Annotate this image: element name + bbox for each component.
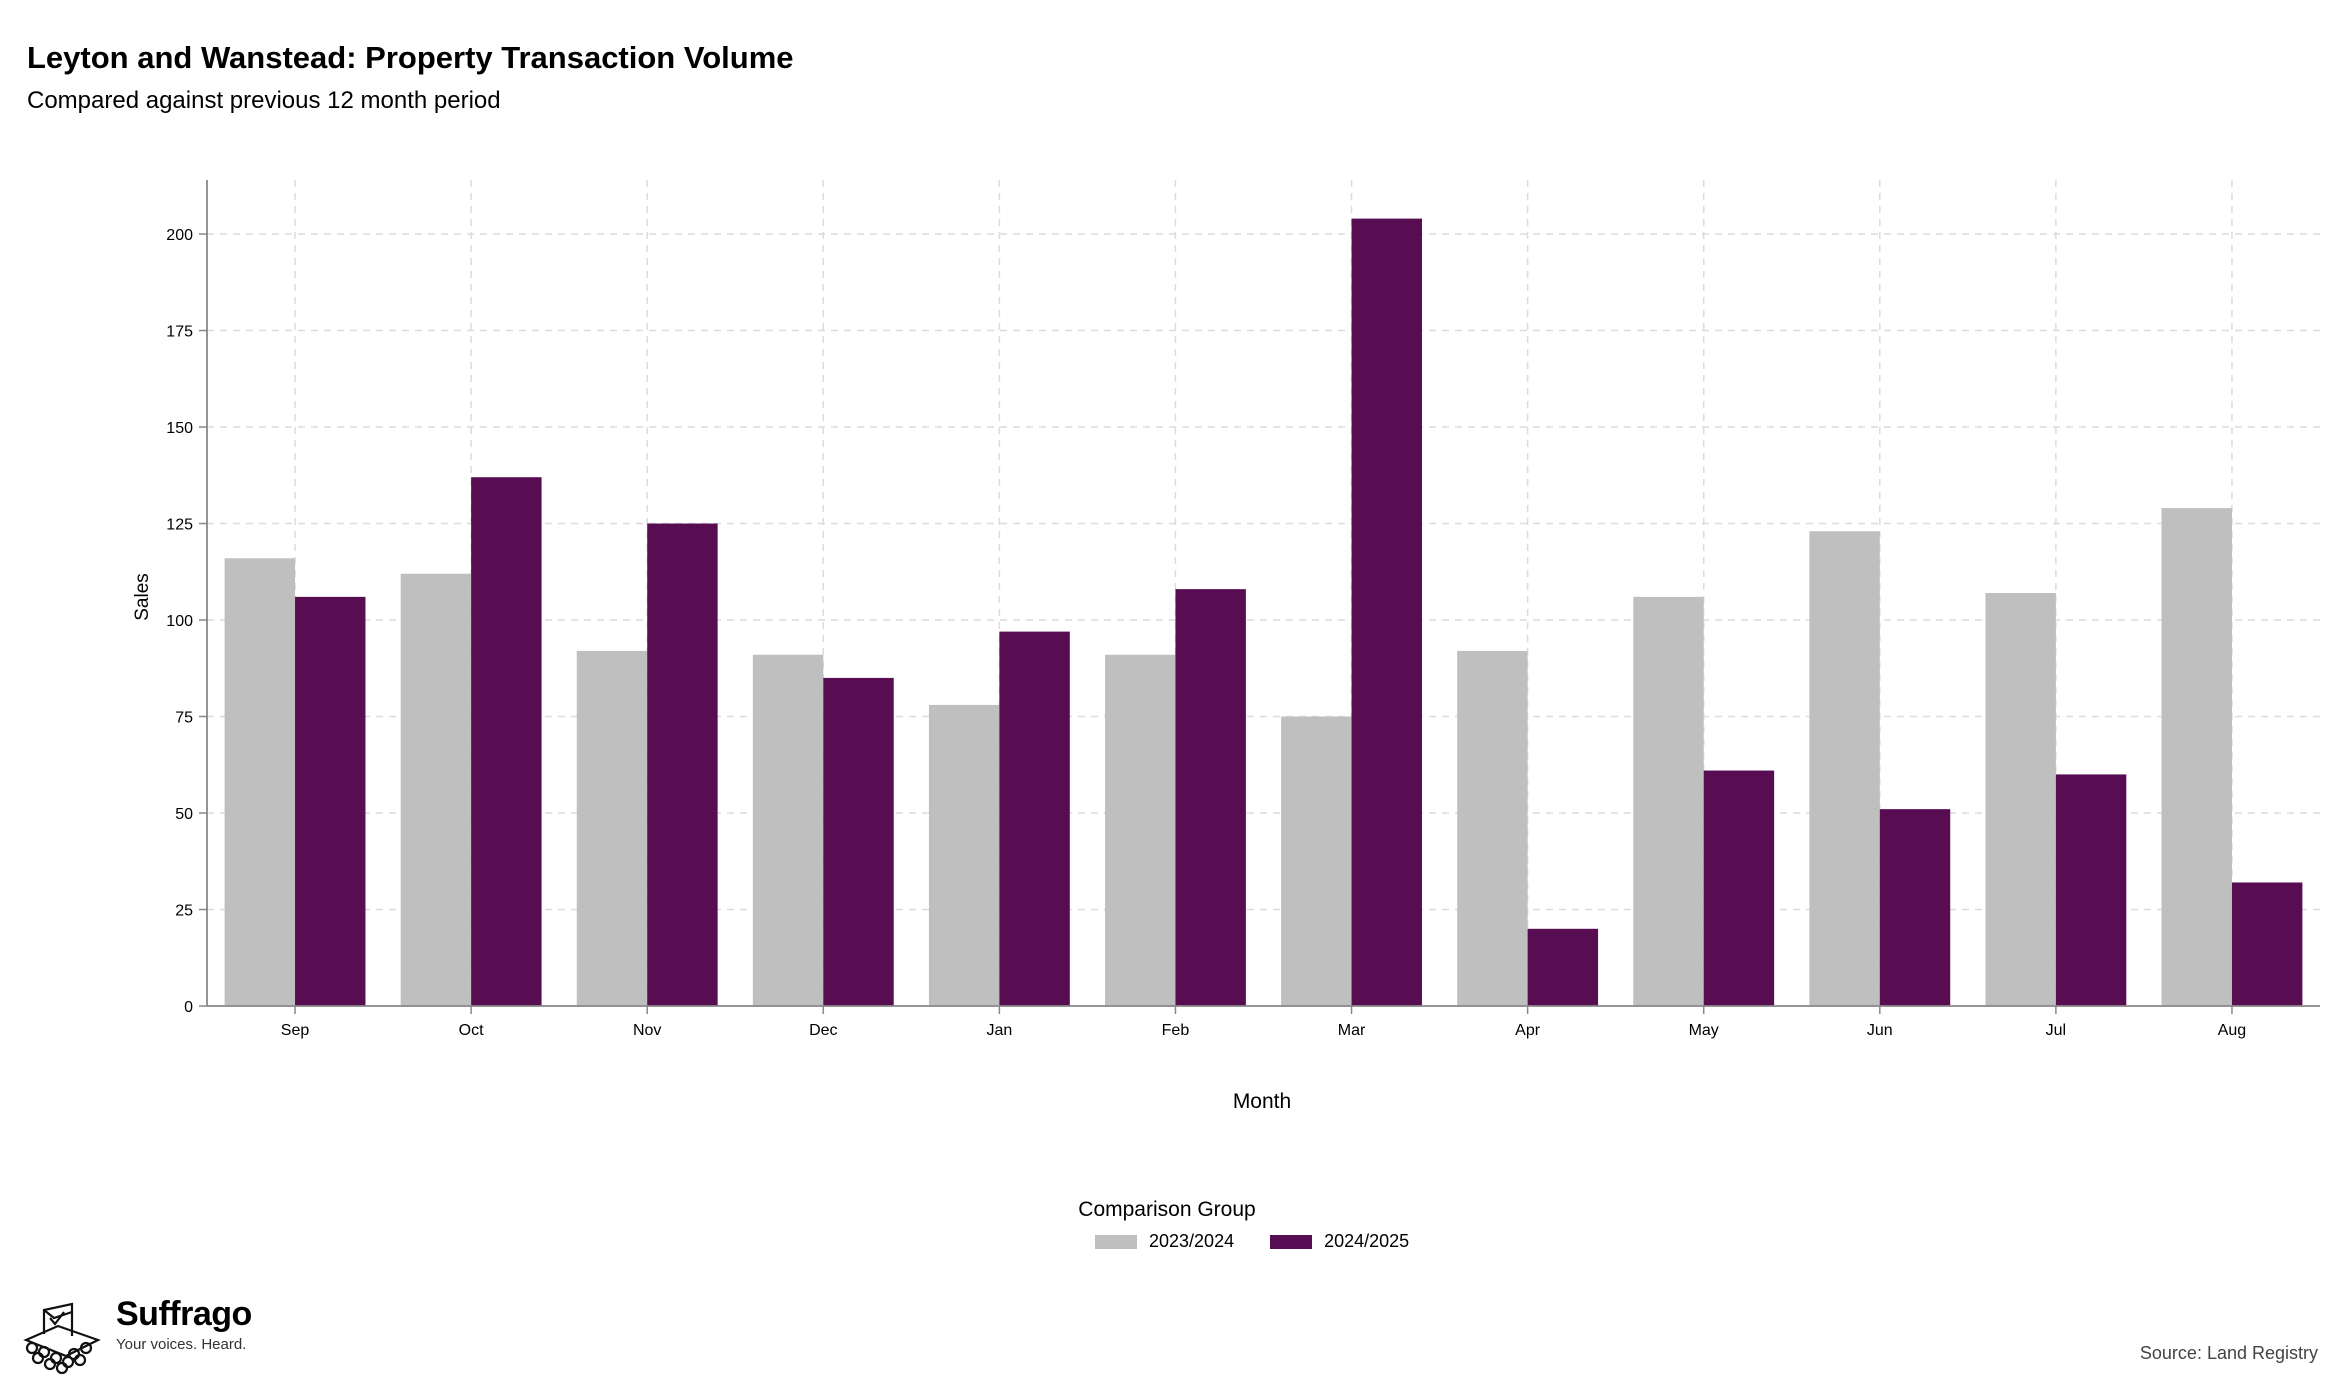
bar-2024-2025-jul [2055, 774, 2127, 1006]
y-tick-label: 50 [175, 806, 193, 823]
y-tick-label: 75 [175, 710, 193, 727]
bar-2023-2024-feb [1105, 654, 1176, 1006]
x-tick-label: Jul [2046, 1022, 2066, 1039]
x-tick-label: Mar [1338, 1022, 1366, 1039]
x-tick-label: Nov [633, 1022, 661, 1039]
chart-title: Leyton and Wanstead: Property Transactio… [27, 40, 794, 75]
chart-subtitle: Compared against previous 12 month perio… [27, 87, 501, 114]
bar-2024-2025-aug [2231, 882, 2303, 1006]
bar-2024-2025-sep [295, 596, 366, 1006]
legend-label: 2024/2025 [1324, 1231, 1410, 1251]
x-tick-label: May [1689, 1022, 1719, 1039]
bar-2023-2024-jan [928, 704, 1000, 1006]
brand-tagline: Your voices. Heard. [116, 1336, 247, 1353]
ballot-box-icon [14, 1296, 110, 1381]
x-tick-label: Oct [459, 1022, 484, 1039]
bar-2024-2025-dec [823, 677, 894, 1006]
axes: 0 25 50 75 100 125 150 175 200 Sep Oct Nov Dec Jan Feb… [166, 180, 2320, 1039]
bar-2024-2025-jan [999, 631, 1070, 1006]
bar-2023-2024-nov [576, 650, 648, 1006]
bar-2024-2025-apr [1527, 928, 1599, 1006]
y-axis-title: Sales [132, 573, 153, 621]
y-tick-label: 200 [166, 227, 193, 244]
bar-2023-2024-mar [1281, 716, 1352, 1006]
bar-2023-2024-aug [2161, 508, 2232, 1006]
y-tick-label: 150 [166, 420, 193, 437]
bar-2024-2025-mar [1351, 218, 1422, 1006]
bar-2023-2024-jun [1809, 531, 1880, 1006]
x-axis-title: Month [1233, 1090, 1291, 1113]
legend-item-2023-2024: 2023/2024 [1095, 1231, 1234, 1252]
legend-swatch [1270, 1234, 1313, 1249]
bar-2024-2025-nov [647, 523, 718, 1006]
legend-item-2024-2025: 2024/2025 [1270, 1231, 1409, 1252]
legend-label: 2023/2024 [1149, 1231, 1235, 1251]
grid-lines [207, 180, 2320, 1007]
y-tick-label: 25 [175, 903, 193, 920]
bar-chart: 0 25 50 75 100 125 150 175 200 Sep Oct Nov Dec Jan Feb… [132, 180, 2320, 1113]
source-note: Source: Land Registry [2139, 1343, 2318, 1363]
x-tick-label: Jan [986, 1022, 1012, 1039]
bar-2023-2024-jul [1985, 593, 2056, 1006]
bar-2023-2024-dec [752, 654, 824, 1006]
bar-2023-2024-may [1633, 596, 1704, 1006]
y-tick-label: 125 [166, 517, 193, 534]
brand-logo: Suffrago Your voices. Heard. [14, 1296, 252, 1381]
y-tick-label: 100 [166, 613, 193, 630]
bar-2023-2024-oct [400, 573, 472, 1006]
bar-2024-2025-jun [1879, 809, 1951, 1006]
y-tick-label: 175 [166, 324, 193, 341]
bar-2024-2025-may [1703, 770, 1775, 1006]
bars [224, 218, 2303, 1007]
brand-name: Suffrago [116, 1295, 252, 1333]
x-tick-label: Apr [1515, 1022, 1541, 1039]
legend-title: Comparison Group [1078, 1198, 1256, 1221]
x-tick-label: Jun [1867, 1022, 1893, 1039]
y-tick-label: 0 [184, 999, 193, 1016]
x-tick-label: Feb [1162, 1022, 1190, 1039]
x-tick-label: Aug [2218, 1022, 2246, 1039]
x-tick-label: Dec [809, 1022, 837, 1039]
bar-2024-2025-feb [1175, 589, 1246, 1006]
bar-2023-2024-apr [1457, 650, 1528, 1006]
legend-swatch [1095, 1234, 1137, 1249]
bar-2023-2024-sep [224, 558, 296, 1006]
x-tick-label: Sep [281, 1022, 310, 1039]
bar-2024-2025-oct [471, 477, 542, 1007]
legend: 2023/2024 2024/2025 [1095, 1231, 1445, 1252]
